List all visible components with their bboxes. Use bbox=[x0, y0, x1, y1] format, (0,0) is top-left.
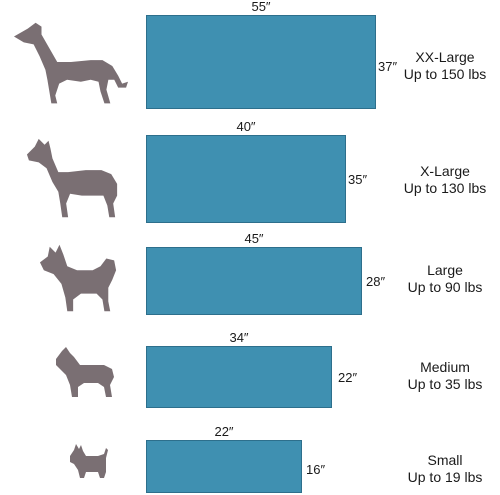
bed-width-label: 40″ bbox=[236, 119, 256, 134]
size-name: Medium bbox=[420, 359, 470, 375]
size-name: X-Large bbox=[420, 163, 470, 179]
bed-width-label: 55″ bbox=[251, 0, 271, 14]
bed-depth-label: 37″ bbox=[378, 59, 398, 74]
bed-width-label: 34″ bbox=[229, 330, 249, 345]
bed-width-label: 45″ bbox=[244, 231, 264, 246]
bed-rectangle bbox=[146, 135, 346, 223]
size-label: Medium Up to 35 lbs bbox=[390, 359, 500, 393]
size-label: XX-Large Up to 150 lbs bbox=[390, 49, 500, 83]
size-weight: Up to 130 lbs bbox=[403, 180, 487, 196]
bed-rectangle bbox=[146, 440, 302, 493]
bed-depth-label: 22″ bbox=[338, 370, 358, 385]
scottie-icon bbox=[68, 444, 108, 482]
bed-rectangle bbox=[146, 15, 376, 109]
size-name: Small bbox=[427, 452, 463, 468]
size-name: XX-Large bbox=[415, 49, 475, 65]
size-weight: Up to 150 lbs bbox=[403, 66, 487, 82]
size-label: Small Up to 19 lbs bbox=[390, 452, 500, 486]
size-name: Large bbox=[427, 262, 463, 278]
husky-icon bbox=[38, 240, 120, 316]
pitbull-icon bbox=[54, 345, 118, 401]
size-label: X-Large Up to 130 lbs bbox=[390, 163, 500, 197]
bed-depth-label: 16″ bbox=[306, 462, 326, 477]
bed-rectangle bbox=[146, 247, 362, 315]
greyhound-icon bbox=[12, 18, 130, 110]
bed-rectangle bbox=[146, 346, 332, 408]
size-weight: Up to 90 lbs bbox=[407, 279, 483, 295]
size-weight: Up to 19 lbs bbox=[407, 469, 483, 485]
bed-depth-label: 35″ bbox=[348, 172, 368, 187]
bed-depth-label: 28″ bbox=[366, 274, 386, 289]
bed-width-label: 22″ bbox=[214, 424, 234, 439]
size-weight: Up to 35 lbs bbox=[407, 376, 483, 392]
great-dane-icon bbox=[25, 134, 123, 224]
size-label: Large Up to 90 lbs bbox=[390, 262, 500, 296]
